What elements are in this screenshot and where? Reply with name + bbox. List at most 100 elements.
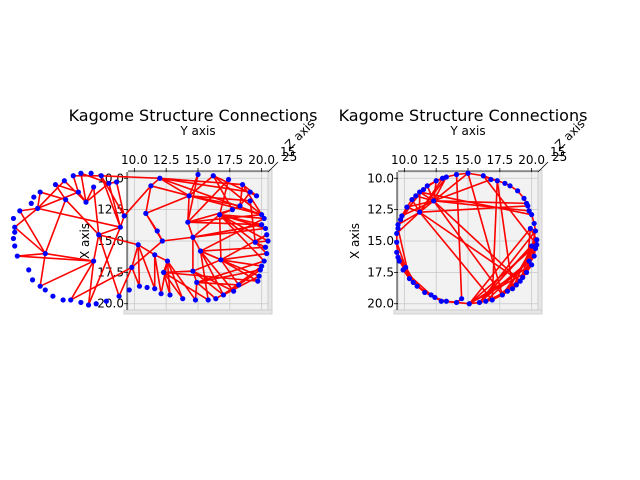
- node-group: [10, 170, 271, 308]
- connection-edge: [478, 230, 537, 303]
- data-point: [28, 200, 34, 206]
- data-point: [504, 288, 511, 294]
- connection-edge: [14, 226, 46, 255]
- connection-edge: [98, 226, 121, 236]
- connection-edge: [525, 230, 537, 273]
- connection-edge: [150, 185, 262, 216]
- data-point: [83, 199, 89, 205]
- data-point: [144, 284, 150, 291]
- z-tick-label: 15: [280, 145, 295, 159]
- x-tick-label: 12.5: [367, 203, 394, 217]
- data-point: [466, 301, 472, 307]
- data-point: [247, 189, 253, 195]
- connection-edge: [455, 174, 463, 299]
- connection-edge: [220, 259, 262, 267]
- data-point: [60, 297, 66, 303]
- connection-edge: [115, 181, 125, 217]
- data-point: [42, 287, 48, 293]
- connection-edge: [415, 195, 434, 202]
- connection-edge: [397, 211, 421, 226]
- connection-edge: [37, 207, 121, 228]
- data-point: [262, 225, 269, 232]
- data-point: [136, 283, 143, 289]
- connection-edge: [70, 260, 95, 301]
- data-point: [439, 175, 446, 181]
- connection-edge: [166, 261, 171, 296]
- y-tick-label: 15.0: [185, 153, 212, 167]
- data-point: [236, 282, 242, 288]
- data-point: [521, 195, 527, 201]
- data-point: [98, 173, 104, 179]
- bottom-pane: [123, 309, 273, 315]
- connection-edge: [162, 236, 194, 242]
- y-tick-label: 12.5: [423, 153, 450, 167]
- connection-edge: [199, 250, 225, 296]
- data-point: [424, 183, 430, 189]
- data-point: [513, 282, 519, 288]
- data-point: [256, 273, 262, 279]
- data-point: [520, 274, 526, 280]
- data-point: [397, 217, 404, 223]
- data-point: [494, 178, 500, 184]
- data-point: [394, 230, 400, 237]
- data-point: [26, 267, 32, 273]
- data-point: [395, 254, 401, 260]
- data-point: [210, 173, 216, 179]
- connection-edge: [65, 199, 100, 236]
- data-point: [247, 198, 253, 204]
- connection-edge: [92, 234, 100, 262]
- data-point: [433, 178, 439, 184]
- connection-edge: [19, 207, 38, 212]
- data-point: [37, 189, 43, 195]
- connection-edge: [187, 221, 194, 238]
- connection-edge: [80, 173, 87, 203]
- connection-edge: [87, 226, 122, 306]
- data-point: [417, 209, 423, 215]
- data-point: [91, 258, 97, 264]
- connection-edge: [491, 180, 499, 300]
- data-point: [395, 225, 401, 232]
- connection-edge: [19, 210, 46, 254]
- connection-edge: [239, 184, 244, 206]
- connection-edge: [85, 182, 110, 203]
- data-point: [531, 253, 537, 259]
- y-tick-label: 17.5: [216, 153, 243, 167]
- x-tick-label: 20.0: [97, 297, 124, 311]
- data-point: [190, 268, 196, 274]
- connection-edge: [137, 244, 141, 287]
- data-point: [523, 269, 530, 275]
- data-point: [154, 228, 160, 234]
- data-point: [85, 302, 92, 308]
- connection-edge: [192, 223, 262, 239]
- data-point: [103, 298, 109, 304]
- data-point: [431, 198, 437, 204]
- data-point: [78, 299, 84, 306]
- data-point: [526, 258, 532, 264]
- connection-edge: [419, 211, 521, 282]
- connection-edge: [55, 183, 79, 193]
- connection-edge: [44, 199, 67, 254]
- connection-edge: [187, 174, 199, 223]
- data-point: [532, 228, 539, 234]
- x-tick-label: 15.0: [367, 234, 394, 248]
- data-point: [523, 200, 530, 206]
- data-point: [205, 297, 211, 303]
- data-point: [70, 173, 76, 179]
- connection-edge: [159, 177, 190, 197]
- connection-edge: [222, 265, 263, 296]
- data-point: [231, 288, 237, 294]
- connection-edge: [212, 175, 263, 216]
- connection-edge: [39, 253, 47, 287]
- data-point: [480, 173, 486, 179]
- data-point: [68, 297, 74, 303]
- data-point: [476, 299, 483, 306]
- data-point: [167, 292, 173, 298]
- data-point: [126, 287, 132, 293]
- connection-edge: [162, 271, 184, 300]
- data-point: [10, 215, 17, 222]
- x-axis-label: X axis: [78, 223, 92, 259]
- connection-edge: [108, 183, 122, 228]
- connection-edge: [219, 214, 265, 262]
- data-point: [432, 294, 438, 301]
- data-point: [417, 189, 423, 195]
